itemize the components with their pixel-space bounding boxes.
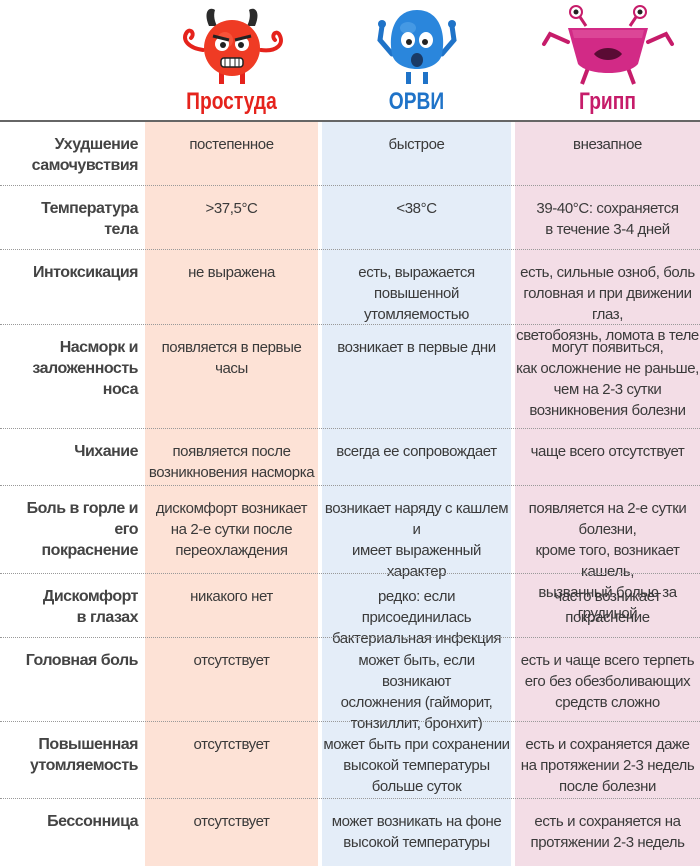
column-background-cold [145,122,318,866]
table-row: Боль в горле и его покраснение дискомфор… [0,486,700,622]
cell-cold: отсутствует [193,652,270,669]
row-label: Повышенная утомляемость [29,736,139,774]
row-divider [0,637,700,638]
cell-arvi: может быть, если возникают осложнения (г… [340,652,493,732]
cell-flu: чаще всего отсутствует [530,443,685,460]
cell-cold: >37,5°C [205,200,258,217]
cell-cold: никакого нет [190,588,273,605]
table-row: Повышенная утомляемость отсутствует може… [0,722,700,799]
table-row: Чихание появляется после возникновения н… [0,429,700,486]
cell-cold: появляется в первые часы [161,339,302,377]
row-divider [0,721,700,722]
cell-cold: отсутствует [193,736,270,753]
cell-flu: есть и сохраняется на протяжении 2-3 нед… [530,813,685,851]
row-label: Бессонница [47,813,138,830]
cell-cold: появляется после возникновения насморка [148,443,315,481]
cell-arvi: редко: если присоединилась бактериальная… [331,588,502,647]
row-divider [0,798,700,799]
column-title-arvi: ОРВИ [388,88,445,115]
row-label: Температура тела [41,200,138,238]
table-row: Бессонница отсутствует может возникать н… [0,799,700,866]
table-row: Интоксикация не выражена есть, выражаетс… [0,250,700,344]
row-divider [0,185,700,186]
row-label: Насморк и заложенность носа [32,339,138,398]
cell-flu: есть и сохраняется даже на протяжении 2-… [520,736,695,795]
row-label: Дискомфорт в глазах [42,588,139,626]
table-row: Головная боль отсутствует может быть, ес… [0,638,700,732]
cell-cold: постепенное [189,136,274,153]
cell-arvi: возникает в первые дни [337,339,496,356]
cell-cold: отсутствует [193,813,270,830]
pink-crab-mascot-icon [541,5,674,85]
table-row: Ухудшение самочувствия постепенное быстр… [0,122,700,186]
row-label: Интоксикация [32,264,139,281]
cell-arvi: может возникать на фоне высокой температ… [331,813,502,851]
blue-mascot-icon [376,10,457,84]
table-row: Насморк и заложенность носа появляется в… [0,325,700,429]
red-devil-mascot-icon [182,8,283,84]
row-divider [0,324,700,325]
cell-flu: могут появиться, как осложнение не раньш… [516,339,699,419]
cell-arvi: всегда ее сопровождает [336,443,497,460]
row-label: Боль в горле и его покраснение [26,500,139,559]
column-header-flu: Грипп [515,0,700,122]
row-label: Головная боль [25,652,139,669]
cell-flu: 39-40°C: сохраняется в течение 3-4 дней [536,200,679,238]
cell-arvi: быстрое [388,136,445,153]
column-header-arvi: ОРВИ [322,0,511,122]
cell-cold: дискомфорт возникает на 2-е сутки после … [155,500,308,559]
cell-arvi: может быть при сохранении высокой темпер… [323,736,510,795]
column-background-arvi [322,122,511,866]
cell-flu: часто возникает покраснение [554,588,661,626]
column-background-flu [515,122,700,866]
cell-arvi: возникает наряду с кашлем и имеет выраже… [324,500,509,580]
cell-cold: не выражена [188,264,275,281]
row-label: Чихание [74,443,138,460]
cell-flu: появляется на 2-е сутки болезни, кроме т… [528,500,687,622]
table-row: Температура тела >37,5°C <38°C 39-40°C: … [0,186,700,250]
header-divider [0,120,700,122]
column-title-flu: Грипп [579,88,636,115]
cell-arvi: есть, выражается повышенной утомляемость… [358,264,475,323]
row-label: Ухудшение самочувствия [31,136,139,174]
table-row: Дискомфорт в глазах никакого нет редко: … [0,574,700,647]
column-header-cold: Простуда [145,0,318,122]
row-divider [0,428,700,429]
cell-flu: есть, сильные озноб, боль головная и при… [516,264,699,344]
cell-flu: есть и чаще всего терпеть его без обезбо… [520,652,695,711]
cell-flu: внезапное [573,136,642,153]
row-divider [0,485,700,486]
row-divider [0,249,700,250]
row-divider [0,573,700,574]
cell-arvi: <38°C [396,200,437,217]
column-title-cold: Простуда [186,88,277,115]
